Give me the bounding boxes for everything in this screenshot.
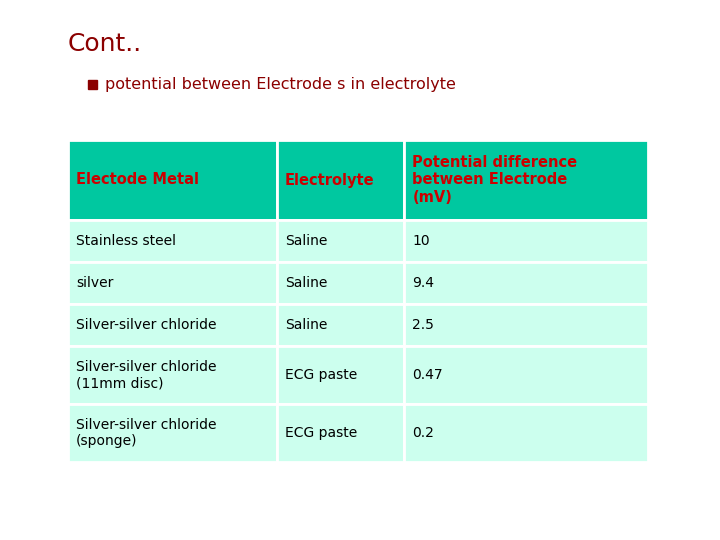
FancyBboxPatch shape bbox=[68, 140, 276, 220]
Text: Saline: Saline bbox=[285, 276, 327, 290]
Text: Potential difference
between Electrode
(mV): Potential difference between Electrode (… bbox=[413, 155, 577, 205]
FancyBboxPatch shape bbox=[276, 220, 405, 262]
FancyBboxPatch shape bbox=[405, 346, 648, 404]
FancyBboxPatch shape bbox=[405, 304, 648, 346]
Text: potential between Electrode s in electrolyte: potential between Electrode s in electro… bbox=[105, 77, 456, 92]
FancyBboxPatch shape bbox=[276, 262, 405, 304]
FancyBboxPatch shape bbox=[276, 346, 405, 404]
Text: 0.2: 0.2 bbox=[413, 426, 434, 440]
Text: 9.4: 9.4 bbox=[413, 276, 434, 290]
Text: Saline: Saline bbox=[285, 318, 327, 332]
Text: ECG paste: ECG paste bbox=[285, 368, 357, 382]
FancyBboxPatch shape bbox=[68, 262, 276, 304]
Text: Saline: Saline bbox=[285, 234, 327, 248]
FancyBboxPatch shape bbox=[68, 346, 276, 404]
Text: Stainless steel: Stainless steel bbox=[76, 234, 176, 248]
Text: Electrolyte: Electrolyte bbox=[285, 172, 374, 187]
Text: Cont..: Cont.. bbox=[68, 32, 143, 56]
FancyBboxPatch shape bbox=[68, 404, 276, 462]
FancyBboxPatch shape bbox=[276, 304, 405, 346]
FancyBboxPatch shape bbox=[405, 262, 648, 304]
Text: 2.5: 2.5 bbox=[413, 318, 434, 332]
FancyBboxPatch shape bbox=[405, 220, 648, 262]
Text: ECG paste: ECG paste bbox=[285, 426, 357, 440]
FancyBboxPatch shape bbox=[68, 220, 276, 262]
FancyBboxPatch shape bbox=[276, 140, 405, 220]
Text: silver: silver bbox=[76, 276, 113, 290]
FancyBboxPatch shape bbox=[68, 304, 276, 346]
FancyBboxPatch shape bbox=[405, 404, 648, 462]
Text: 0.47: 0.47 bbox=[413, 368, 443, 382]
FancyBboxPatch shape bbox=[405, 140, 648, 220]
FancyBboxPatch shape bbox=[276, 404, 405, 462]
Text: Silver-silver chloride
(11mm disc): Silver-silver chloride (11mm disc) bbox=[76, 360, 217, 390]
Text: Electode Metal: Electode Metal bbox=[76, 172, 199, 187]
Bar bbox=[88, 80, 97, 89]
Text: 10: 10 bbox=[413, 234, 430, 248]
Text: Silver-silver chloride: Silver-silver chloride bbox=[76, 318, 217, 332]
Text: Silver-silver chloride
(sponge): Silver-silver chloride (sponge) bbox=[76, 418, 217, 448]
